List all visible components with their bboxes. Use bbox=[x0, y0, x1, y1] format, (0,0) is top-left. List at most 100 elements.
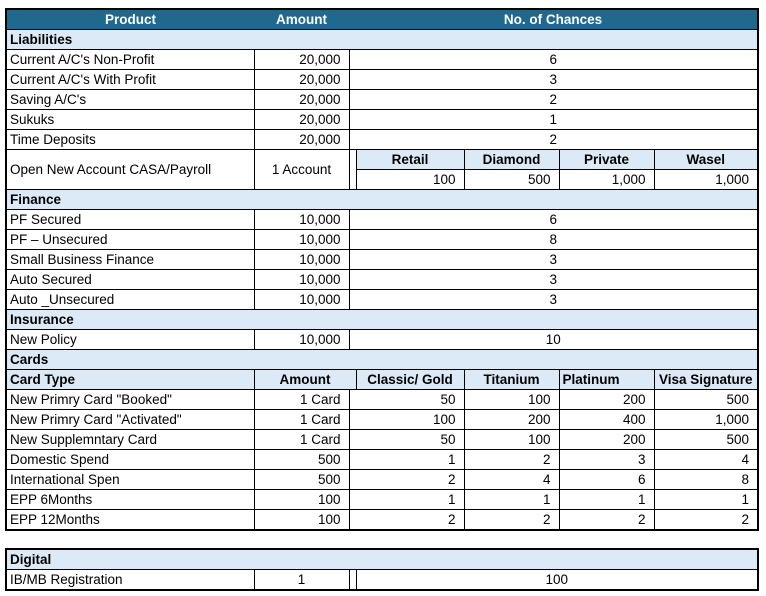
value-cell: 6 bbox=[558, 469, 655, 490]
tier-header-wasel: Wasel bbox=[653, 149, 759, 170]
amount-cell: 10,000 bbox=[253, 229, 350, 250]
table-row: IB/MB Registration 1 100 bbox=[5, 569, 759, 591]
value-cell: 50 bbox=[348, 429, 465, 450]
tier-value-cell: 1,000 bbox=[653, 169, 759, 190]
spacer-cell bbox=[348, 569, 357, 591]
section-header-cards: Cards bbox=[5, 349, 759, 370]
value-cell: 2 bbox=[348, 509, 465, 531]
tier-value-cell: 500 bbox=[463, 169, 560, 190]
value-cell: 500 bbox=[653, 389, 759, 410]
value-cell: 2 bbox=[348, 469, 465, 490]
value-cell: 500 bbox=[653, 429, 759, 450]
product-cell: New Primry Card "Activated" bbox=[5, 409, 255, 430]
product-cell: Current A/C's Non-Profit bbox=[5, 49, 255, 70]
table-row: New Policy 10,000 10 bbox=[5, 329, 759, 350]
amount-cell: 10,000 bbox=[253, 209, 350, 230]
value-cell: 4 bbox=[463, 469, 560, 490]
table-row: Liabilities bbox=[5, 29, 759, 50]
product-cell: Auto _Unsecured bbox=[5, 289, 255, 310]
main-table: Product Amount No. of Chances Liabilities Cu… bbox=[5, 8, 760, 531]
section-header-finance: Finance bbox=[5, 189, 759, 210]
table-row: Saving A/C's 20,000 2 bbox=[5, 89, 759, 110]
product-cell: New Supplemntary Card bbox=[5, 429, 255, 450]
amount-cell: 1 Card bbox=[253, 409, 350, 430]
col-header-amount: Amount bbox=[254, 9, 349, 30]
value-cell: 100 bbox=[463, 389, 560, 410]
product-cell: PF – Unsecured bbox=[5, 229, 255, 250]
value-cell: 1,000 bbox=[653, 409, 759, 430]
table-row: Auto _Unsecured 10,000 3 bbox=[5, 289, 759, 310]
main-table-body: Product Amount No. of Chances Liabilities Cu… bbox=[5, 9, 759, 531]
value-cell: 1 bbox=[463, 489, 560, 510]
table-row: Open New Account CASA/Payroll 1 Account Re… bbox=[5, 149, 759, 190]
table-row: EPP 6Months 100 1 1 1 1 bbox=[5, 489, 759, 510]
tier-header-private: Private bbox=[558, 149, 655, 170]
table-row: Cards bbox=[5, 349, 759, 370]
col-header-chances: No. of Chances bbox=[349, 9, 759, 30]
tier-value-cell: 100 bbox=[355, 169, 465, 190]
card-col-header-card-type: Card Type bbox=[5, 369, 255, 390]
amount-cell: 20,000 bbox=[253, 129, 350, 150]
product-cell: International Spen bbox=[5, 469, 255, 490]
card-col-header-amount: Amount bbox=[253, 369, 357, 390]
amount-cell: 20,000 bbox=[253, 109, 350, 130]
product-cell: Saving A/C's bbox=[5, 89, 255, 110]
product-cell: Open New Account CASA/Payroll bbox=[5, 149, 255, 190]
chances-cell: 2 bbox=[348, 89, 759, 110]
product-cell: EPP 12Months bbox=[5, 509, 255, 531]
table-row: Time Deposits 20,000 2 bbox=[5, 129, 759, 150]
amount-cell: 500 bbox=[253, 449, 350, 470]
chances-cell: 3 bbox=[348, 289, 759, 310]
tier-header-retail: Retail bbox=[355, 149, 465, 170]
value-cell: 2 bbox=[653, 509, 759, 531]
table-row: Insurance bbox=[5, 309, 759, 330]
digital-table-body: Digital IB/MB Registration 1 100 bbox=[5, 548, 759, 591]
value-cell: 8 bbox=[653, 469, 759, 490]
product-cell: IB/MB Registration bbox=[5, 569, 255, 591]
value-cell: 4 bbox=[653, 449, 759, 470]
table-row: PF Secured 10,000 6 bbox=[5, 209, 759, 230]
chances-cell: 3 bbox=[348, 249, 759, 270]
table-row: Card Type Amount Classic/ Gold Titanium Plat… bbox=[5, 369, 759, 390]
table-row: PF – Unsecured 10,000 8 bbox=[5, 229, 759, 250]
product-cell: Small Business Finance bbox=[5, 249, 255, 270]
value-cell: 200 bbox=[463, 409, 560, 430]
product-cell: Domestic Spend bbox=[5, 449, 255, 470]
value-cell: 2 bbox=[558, 509, 655, 531]
value-cell: 1 bbox=[653, 489, 759, 510]
table-row: New Supplemntary Card 1 Card 50 100 200 500 bbox=[5, 429, 759, 450]
value-cell: 100 bbox=[348, 409, 465, 430]
table-row: New Primry Card "Booked" 1 Card 50 100 200 50… bbox=[5, 389, 759, 410]
amount-cell: 10,000 bbox=[253, 329, 350, 350]
product-cell: Time Deposits bbox=[5, 129, 255, 150]
chances-cell: 3 bbox=[348, 69, 759, 90]
value-cell: 50 bbox=[348, 389, 465, 410]
chances-cell: 10 bbox=[348, 329, 759, 350]
amount-cell: 500 bbox=[253, 469, 350, 490]
amount-cell: 1 bbox=[253, 569, 350, 591]
amount-cell: 1 Card bbox=[253, 429, 350, 450]
table-row: Current A/C's Non-Profit 20,000 6 bbox=[5, 49, 759, 70]
chances-cell: 100 bbox=[355, 569, 759, 591]
value-cell: 2 bbox=[463, 509, 560, 531]
col-header-product: Product bbox=[6, 9, 254, 30]
card-col-header-titanium: Titanium bbox=[463, 369, 560, 390]
amount-cell: 10,000 bbox=[253, 269, 350, 290]
table-row: Sukuks 20,000 1 bbox=[5, 109, 759, 130]
section-header-digital: Digital bbox=[5, 548, 759, 570]
product-cell: PF Secured bbox=[5, 209, 255, 230]
amount-cell: 10,000 bbox=[253, 249, 350, 270]
table-row: Small Business Finance 10,000 3 bbox=[5, 249, 759, 270]
product-cell: New Policy bbox=[5, 329, 255, 350]
product-cell: Sukuks bbox=[5, 109, 255, 130]
value-cell: 2 bbox=[463, 449, 560, 470]
card-col-header-classic-gold: Classic/ Gold bbox=[355, 369, 465, 390]
value-cell: 200 bbox=[558, 429, 655, 450]
spacer-cell bbox=[348, 149, 357, 190]
table-row: Current A/C's With Profit 20,000 3 bbox=[5, 69, 759, 90]
table-row: International Spen 500 2 4 6 8 bbox=[5, 469, 759, 490]
value-cell: 1 bbox=[558, 489, 655, 510]
product-cell: New Primry Card "Booked" bbox=[5, 389, 255, 410]
digital-table: Digital IB/MB Registration 1 100 bbox=[5, 548, 760, 591]
